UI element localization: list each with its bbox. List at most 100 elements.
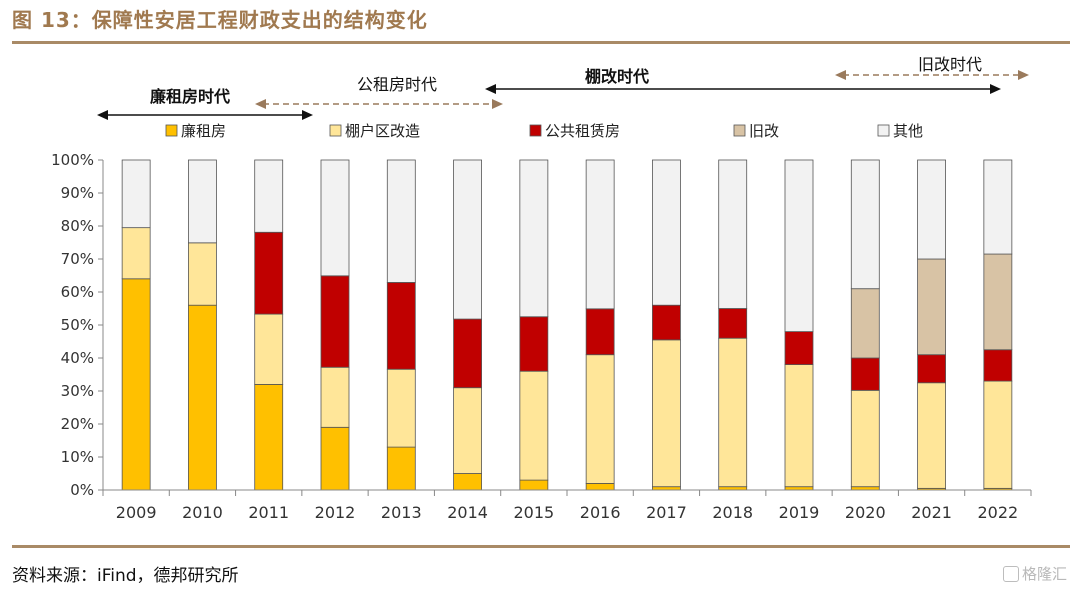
bar-segment	[983, 380, 1013, 489]
bar-segment	[718, 159, 748, 309]
bar-segment	[917, 258, 946, 356]
legend-label: 公共租赁房	[545, 122, 620, 140]
legend-label: 其他	[893, 122, 923, 140]
bar-segment	[386, 446, 416, 491]
bar-segment	[585, 308, 615, 356]
bar-segment	[652, 304, 681, 341]
bar-segment	[718, 337, 748, 488]
bar-segment	[188, 304, 217, 491]
x-tick-label: 2014	[447, 503, 488, 522]
bars	[121, 159, 1013, 491]
watermark-logo-icon	[1003, 566, 1019, 582]
x-axis: 2009 2010 2011 2012 2013 2014 2015 2016 2017 2018…	[102, 489, 1032, 522]
bar-segment	[519, 370, 549, 481]
period-label: 棚改时代	[585, 67, 649, 86]
bar-segment	[453, 473, 482, 491]
bar-segment	[784, 364, 814, 488]
bar-segment	[850, 357, 880, 391]
x-tick-label: 2010	[182, 503, 223, 522]
y-tick-label: 20%	[61, 415, 94, 433]
x-tick-label: 2012	[315, 503, 356, 522]
period-arrowhead-right	[990, 84, 1001, 94]
legend-swatch	[733, 124, 746, 137]
period-label: 公租房时代	[357, 75, 437, 94]
bar-segment	[453, 318, 482, 389]
bar-segment	[784, 331, 814, 366]
bar-segment	[652, 159, 681, 306]
period-arrowhead-left	[485, 84, 496, 94]
legend-label: 棚户区改造	[345, 122, 420, 140]
bar-segment	[585, 159, 615, 310]
bar-segment	[850, 159, 880, 290]
legend: 廉租房 棚户区改造 公共租赁房 旧改 其他	[165, 122, 923, 140]
bar-segment	[320, 275, 350, 368]
bar-segment	[453, 387, 482, 474]
period-arrowhead-right	[492, 99, 503, 109]
x-tick-label: 2019	[779, 503, 820, 522]
bar-segment	[652, 339, 681, 488]
bar-segment	[188, 242, 217, 306]
y-tick-label: 90%	[61, 184, 94, 202]
figure-title: 图 13：保障性安居工程财政支出的结构变化	[12, 8, 428, 32]
y-tick-label: 50%	[61, 316, 94, 334]
bar-segment	[453, 159, 482, 320]
bar-segment	[850, 389, 880, 488]
x-tick-label: 2022	[977, 503, 1018, 522]
bar-segment	[254, 159, 284, 233]
bar-segment	[386, 159, 416, 283]
bar-segment	[320, 366, 350, 428]
legend-swatch	[877, 124, 890, 137]
period-annotation: 公租房时代	[255, 75, 503, 109]
source-note: 资料来源：iFind，德邦研究所	[12, 566, 239, 586]
y-tick-label: 100%	[51, 151, 94, 169]
y-axis: 0% 10% 20% 30% 40% 50% 60% 70% 80% 90% 100%	[51, 151, 104, 499]
bar-segment	[121, 227, 151, 280]
bar-segment	[519, 316, 549, 372]
bar-segment	[519, 479, 549, 491]
bar-segment	[254, 313, 284, 385]
x-tick-label: 2009	[116, 503, 157, 522]
y-tick-label: 70%	[61, 250, 94, 268]
y-tick-label: 10%	[61, 448, 94, 466]
period-arrowhead-left	[835, 70, 846, 80]
period-arrowhead-left	[97, 110, 108, 120]
y-tick-label: 80%	[61, 217, 94, 235]
watermark: 格隆汇	[1003, 563, 1067, 584]
legend-label: 廉租房	[181, 122, 226, 140]
period-arrowhead-right	[1018, 70, 1029, 80]
bar-segment	[917, 382, 946, 489]
title-rule	[12, 41, 1070, 44]
bar-segment	[254, 383, 284, 491]
period-annotation: 廉租房时代	[97, 87, 313, 120]
x-tick-label: 2011	[248, 503, 289, 522]
bar-segment	[585, 354, 615, 484]
period-label: 廉租房时代	[150, 87, 230, 106]
period-arrowhead-left	[255, 99, 266, 109]
bar-segment	[254, 231, 284, 315]
period-annotation: 旧改时代	[835, 55, 1029, 80]
period-label: 旧改时代	[918, 55, 982, 74]
bar-segment	[983, 349, 1013, 382]
bar-segment	[519, 159, 549, 318]
bar-segment	[983, 253, 1013, 351]
y-tick-label: 60%	[61, 283, 94, 301]
bar-segment	[784, 159, 814, 333]
bar-segment	[386, 368, 416, 448]
legend-swatch	[529, 124, 542, 137]
x-tick-label: 2016	[580, 503, 621, 522]
period-arrowhead-right	[302, 110, 313, 120]
x-tick-label: 2018	[712, 503, 753, 522]
bar-segment	[850, 288, 880, 359]
bar-segment	[585, 482, 615, 491]
x-tick-label: 2015	[513, 503, 554, 522]
bar-segment	[320, 159, 350, 277]
period-annotation: 棚改时代	[485, 67, 1001, 94]
y-tick-label: 0%	[70, 481, 94, 499]
y-tick-label: 30%	[61, 382, 94, 400]
bar-segment	[121, 159, 151, 229]
bar-segment	[917, 159, 946, 260]
bar-segment	[983, 159, 1013, 255]
legend-swatch	[329, 124, 342, 137]
x-tick-label: 2017	[646, 503, 687, 522]
